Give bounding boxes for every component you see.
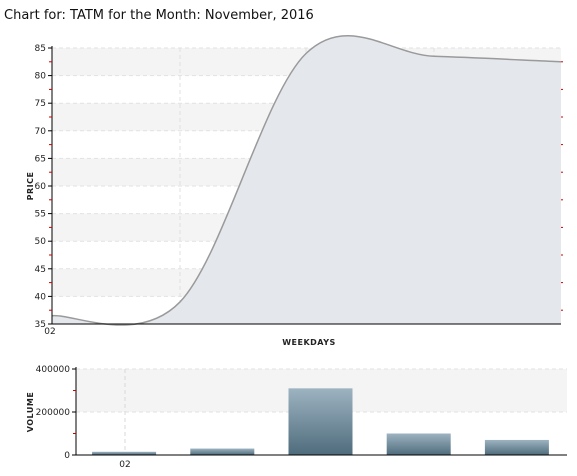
y-tick-label: 35: [35, 320, 46, 330]
volume-bar: [190, 448, 255, 455]
y-tick-label: 200000: [36, 408, 71, 418]
x-axis-label: WEEKDAYS: [282, 338, 336, 347]
volume-bar: [92, 451, 157, 455]
y-axis-label: PRICE: [26, 172, 35, 201]
y-tick-label: 40: [35, 292, 47, 302]
x-tick-label: 02: [119, 460, 130, 470]
volume-bar: [288, 388, 353, 455]
volume-bar: [386, 433, 451, 455]
y-tick-label: 45: [35, 265, 46, 275]
y-axis-label: VOLUME: [26, 392, 35, 433]
price-area: [52, 35, 561, 326]
x-tick-label: 02: [44, 327, 55, 337]
y-tick-label: 70: [35, 127, 47, 137]
y-tick-label: 50: [35, 237, 47, 247]
y-tick-label: 80: [35, 72, 47, 82]
volume-bar: [484, 439, 549, 455]
y-tick-label: 75: [35, 99, 46, 109]
chart-title: Chart for: TATM for the Month: November,…: [4, 8, 314, 23]
volume-bar-chart: 400000 200000 0 02 VOLUME: [26, 365, 567, 470]
y-tick-label: 85: [35, 44, 46, 54]
price-line: [51, 35, 562, 326]
y-tick-label: 65: [35, 154, 46, 164]
y-tick-label: 55: [35, 210, 46, 220]
y-tick-label: 60: [35, 182, 47, 192]
y-tick-label: 0: [64, 451, 70, 461]
y-tick-label: 400000: [36, 365, 71, 375]
